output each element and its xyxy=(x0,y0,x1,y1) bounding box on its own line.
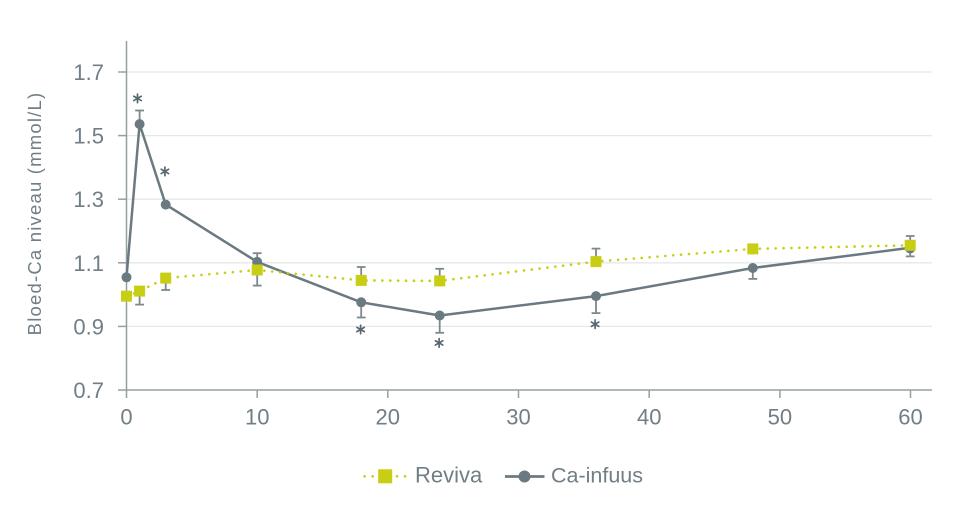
svg-text:Bloed-Ca niveau (mmol/L): Bloed-Ca niveau (mmol/L) xyxy=(24,92,45,336)
svg-text:1.5: 1.5 xyxy=(73,124,104,149)
svg-text:10: 10 xyxy=(245,405,269,430)
svg-text:20: 20 xyxy=(376,405,400,430)
svg-text:0.7: 0.7 xyxy=(73,378,104,403)
svg-text:0: 0 xyxy=(120,405,132,430)
svg-text:50: 50 xyxy=(768,405,792,430)
svg-text:60: 60 xyxy=(898,405,922,430)
svg-text:0.9: 0.9 xyxy=(73,314,104,339)
svg-text:40: 40 xyxy=(637,405,661,430)
svg-text:Ca-infuus: Ca-infuus xyxy=(551,463,643,487)
svg-text:30: 30 xyxy=(506,405,530,430)
svg-text:1.1: 1.1 xyxy=(73,251,104,276)
svg-text:Reviva: Reviva xyxy=(415,462,483,487)
svg-text:1.7: 1.7 xyxy=(73,60,104,85)
svg-text:1.3: 1.3 xyxy=(73,187,104,212)
